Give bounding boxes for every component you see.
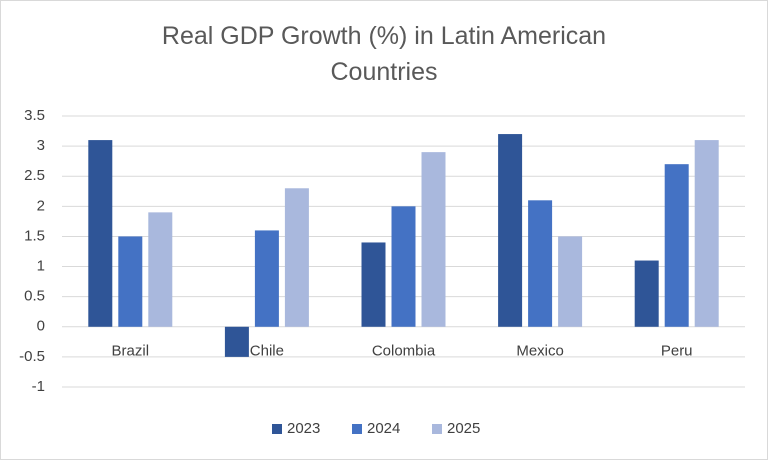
bar <box>88 140 113 327</box>
bar <box>284 188 309 327</box>
bar <box>118 236 143 327</box>
bar <box>254 230 279 327</box>
bar <box>528 200 553 327</box>
chart-title: Real GDP Growth (%) in Latin American Co… <box>161 22 607 86</box>
x-tick-label: Peru <box>661 343 693 360</box>
y-tick-label: -1 <box>32 378 45 395</box>
x-tick-label: Chile <box>250 343 284 360</box>
x-tick-label: Mexico <box>516 343 564 360</box>
y-tick-label: 3.5 <box>24 107 45 124</box>
bar <box>694 140 719 327</box>
legend-swatch <box>272 424 282 434</box>
bar <box>391 206 416 327</box>
x-tick-label: Brazil <box>112 343 150 360</box>
legend-swatch <box>432 424 442 434</box>
legend-label: 2024 <box>367 420 400 437</box>
bar <box>558 236 583 327</box>
y-tick-label: 1.5 <box>24 227 45 244</box>
y-tick-label: 0.5 <box>24 288 45 305</box>
y-tick-label: 3 <box>37 137 45 154</box>
bar <box>664 164 689 327</box>
y-tick-label: 0 <box>37 318 45 335</box>
bar <box>361 242 386 327</box>
legend-label: 2023 <box>287 420 320 437</box>
x-tick-label: Colombia <box>372 343 436 360</box>
legend-label: 2025 <box>447 420 480 437</box>
y-tick-label: 1 <box>37 258 45 275</box>
bar <box>421 152 446 327</box>
bar <box>224 326 249 357</box>
bar <box>634 260 659 327</box>
y-tick-label: 2 <box>37 197 45 214</box>
bar <box>498 134 523 327</box>
legend-swatch <box>352 424 362 434</box>
y-tick-label: 2.5 <box>24 167 45 184</box>
bar <box>148 212 173 327</box>
y-tick-label: -0.5 <box>19 348 45 365</box>
